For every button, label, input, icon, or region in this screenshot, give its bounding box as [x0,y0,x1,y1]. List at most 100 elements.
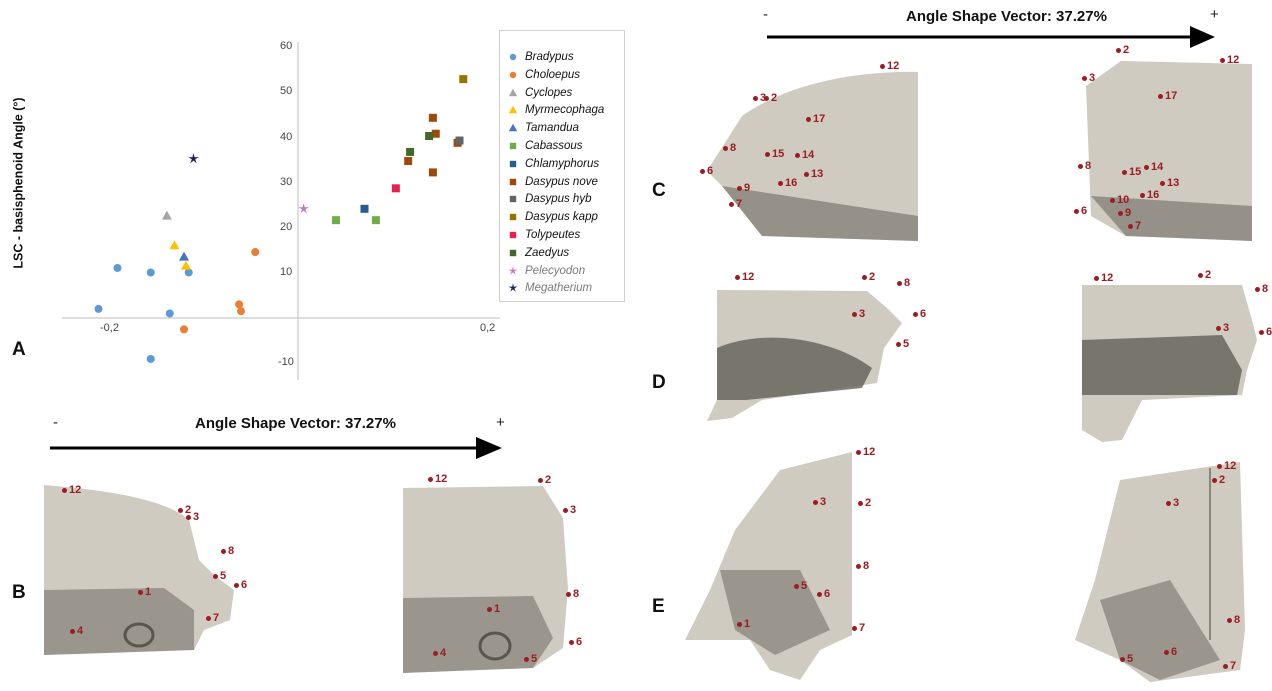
landmark-dot-icon [234,582,239,588]
landmark-dot-icon [1220,57,1225,63]
x-tick-label: 0,2 [480,322,496,334]
legend-item: Bradypus [508,51,574,63]
landmark-number: 8 [730,142,737,154]
landmark-dot-icon [806,116,811,122]
data-point [184,268,193,277]
landmark-dot-icon [880,63,885,69]
landmark-dot-icon [856,449,861,455]
landmark-marker: 12 [880,60,899,72]
legend-item: Dasypus nove [508,176,598,188]
petrosal-view-plus [1086,61,1252,241]
landmark-number: 3 [859,308,866,320]
petrosal-medial-minus [685,452,852,680]
landmark-marker: 8 [1255,283,1268,295]
legend-marker-icon [509,53,517,61]
landmark-dot-icon [1140,192,1145,198]
landmark-number: 6 [1266,326,1272,338]
landmark-dot-icon [897,280,902,286]
petrosal-dorsal-minus [707,290,902,421]
landmark-marker: 5 [794,580,807,592]
landmark-dot-icon [566,591,571,597]
skull-lateral-minus [44,485,234,655]
landmark-dot-icon [569,639,574,645]
landmark-marker: 15 [1122,166,1141,178]
shape-vector-arrow [767,26,1215,48]
landmark-dot-icon [1166,500,1171,506]
landmark-marker: 1 [737,618,750,630]
landmark-marker: 8 [1227,614,1240,626]
landmark-marker: 3 [852,308,865,320]
landmark-marker: 17 [806,113,825,125]
landmark-marker: 5 [213,570,226,582]
landmark-number: 16 [1147,189,1160,201]
landmark-marker: 16 [778,177,797,189]
panel-label-a: A [12,339,26,360]
landmark-marker: 4 [433,647,446,659]
data-point [113,263,122,272]
landmark-number: 2 [545,474,552,486]
legend-label: Myrmecophaga [525,104,605,117]
petrosal-dorsal-plus [1082,285,1257,442]
landmark-dot-icon [1074,208,1079,214]
legend-label: Pelecyodon [525,264,586,277]
landmark-marker: 5 [1120,653,1133,665]
landmark-marker: 6 [700,165,713,177]
landmark-dot-icon [858,500,863,506]
legend-marker-icon [509,249,517,256]
data-point [169,240,180,250]
landmark-dot-icon [1118,210,1123,216]
landmark-dot-icon [1122,169,1127,175]
landmark-marker: 6 [913,308,926,320]
y-tick-label: -10 [278,356,294,368]
landmark-marker: 9 [1118,207,1131,219]
legend-item: Dasypus kapp [508,211,598,223]
landmark-dot-icon [804,171,809,177]
landmark-dot-icon [1255,286,1260,292]
landmark-dot-icon [795,152,800,158]
landmark-marker: 8 [1078,160,1091,172]
landmark-number: 2 [1219,474,1226,486]
legend-item: Cyclopes [508,87,572,99]
legend-item: Myrmecophaga [508,104,604,116]
landmark-dot-icon [563,507,568,513]
landmark-number: 7 [213,612,220,624]
landmark-number: 8 [904,277,911,289]
landmark-dot-icon [1216,325,1221,331]
legend-marker-icon [509,160,517,167]
landmark-number: 15 [772,148,785,160]
landmark-marker: 12 [735,271,754,283]
landmark-marker: 1 [487,603,500,615]
landmark-dot-icon [1223,663,1228,669]
landmark-marker: 12 [1220,54,1239,66]
legend-label: Cabassous [525,140,583,152]
landmark-marker: 14 [795,149,814,161]
data-point [146,268,155,277]
landmark-dot-icon [1144,164,1149,170]
landmark-marker: 3 [1082,72,1095,84]
landmark-dot-icon [138,589,143,595]
shape-vector-arrow [50,437,502,459]
landmark-dot-icon [735,274,740,280]
data-point [161,210,172,220]
legend-label: Dasypus hyb [525,193,592,206]
landmark-dot-icon [778,180,783,186]
landmark-dot-icon [213,573,218,579]
landmark-number: 12 [1101,272,1114,284]
legend-item: Tolypeutes [508,229,580,241]
landmark-dot-icon [817,591,822,597]
landmark-number: 12 [69,484,82,496]
data-point [455,136,464,145]
legend-label: Dasypus nove [525,175,598,188]
landmark-dot-icon [1116,47,1121,53]
landmark-dot-icon [62,487,67,493]
skull-lateral-plus [403,486,568,673]
data-point [165,309,174,318]
landmark-marker: 6 [1164,646,1177,658]
landmark-dot-icon [1094,275,1099,281]
landmark-number: 10 [1117,194,1130,206]
landmark-marker: 3 [1216,322,1229,334]
landmark-number: 12 [1224,460,1237,472]
data-point [180,260,191,270]
legend-marker-icon [508,88,518,96]
landmark-number: 12 [863,446,876,458]
